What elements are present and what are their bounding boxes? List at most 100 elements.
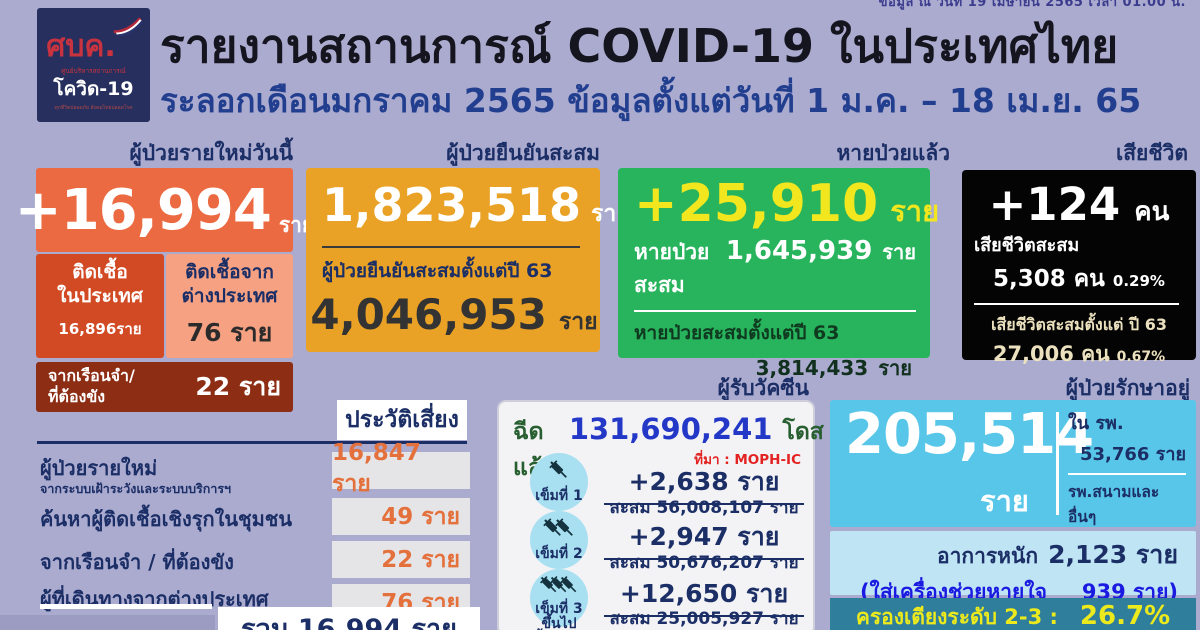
abroad-label-1: ติดเชื้อจาก (185, 261, 274, 283)
recovered-header: หายป่วยแล้ว (836, 141, 950, 165)
new-cases-value: +16,994 (14, 177, 272, 243)
recovered-value: +25,910 (634, 174, 879, 234)
vaccine-source: ที่มา : MOPH-IC (694, 452, 801, 468)
vaccine-header: ผู้รับวัคซีน (717, 376, 809, 400)
new-cases-card: +16,994 ราย (15, 168, 314, 252)
divider (974, 303, 1179, 305)
dose3-cum-value: สะสม 25,005,927 ราย (609, 609, 799, 629)
bed-occupancy-bar: ครองเตียงระดับ 2-3 : 26.7% (830, 598, 1196, 630)
treating-unit: ราย (980, 484, 1029, 518)
recovered-cum-label: หายป่วยสะสม (634, 240, 710, 297)
dose1-syringe-icon: เข็มที่ 1 (530, 453, 588, 511)
logo-org: ศูนย์บริหารสถานการณ์ (61, 67, 126, 75)
divider (1068, 473, 1186, 475)
deaths-since63-label: เสียชีวิตสะสมตั้งแต่ ปี 63 (991, 315, 1167, 334)
abroad-cases-box: ติดเชื้อจาก ต่างประเทศ 76 ราย (166, 254, 293, 358)
new-cases-header: ผู้ป่วยรายใหม่วันนี้ (129, 141, 293, 165)
vaccine-card: ฉีดแล้ว 131,690,241 โดส ที่มา : MOPH-IC … (497, 400, 824, 630)
dose1-label: เข็มที่ 1 (535, 488, 583, 504)
domestic-unit: ราย (116, 319, 142, 338)
dose3-label-2: ขึ้นไป (541, 615, 577, 630)
dose2-syringe-icon: เข็มที่ 2 (530, 511, 588, 569)
recovered-cum-value: 1,645,939 (725, 236, 873, 266)
page-subtitle: ระลอกเดือนมกราคม 2565 ข้อมูลตั้งแต่วันที… (160, 81, 1142, 120)
risk-row-value: 22 ราย (332, 541, 470, 578)
dose3-new-value: +12,650 ราย (604, 574, 804, 617)
cumulative-since63-label: ผู้ป่วยยืนยันสะสมตั้งแต่ปี 63 (322, 260, 553, 282)
prison-cases-box: จากเรือนจำ/ ที่ต้องขัง 22 ราย (36, 362, 293, 412)
logo-tagline: ทุกชีวิตปลอดภัย สังคมไทยปลอดโรค (54, 105, 133, 111)
recovered-card: +25,910 ราย หายป่วยสะสม 1,645,939 ราย หา… (618, 168, 939, 380)
deaths-unit: คน (1134, 197, 1170, 227)
logo-covid-label: โควิด-19 (53, 78, 134, 100)
domestic-value: 16,896 (58, 319, 117, 338)
recovered-cum-unit: ราย (882, 240, 916, 264)
hospital-label: ใน รพ. (1068, 413, 1124, 434)
divider (37, 441, 467, 444)
bed-occupancy-value: 26.7% (1079, 601, 1171, 630)
corner-note: ข้อมูล ณ วันที่ 19 เมษายน 2565 เวลา 01.0… (878, 0, 1186, 10)
thai-flag-ribbon-icon (112, 12, 143, 42)
abroad-label-2: ต่างประเทศ (181, 284, 278, 307)
domestic-label-1: ติดเชื้อ (72, 261, 128, 283)
treating-value: 205,514 (845, 402, 1094, 467)
deaths-card: +124 คน เสียชีวิตสะสม 5,308 คน 0.29% เสี… (962, 170, 1196, 366)
severe-label: อาการหนัก (936, 544, 1039, 568)
cumulative-since63-value: 4,046,953 (310, 290, 547, 339)
hospital-value: 53,766 ราย (1079, 444, 1186, 465)
bed-occupancy-label: ครองเตียงระดับ 2-3 : (855, 605, 1058, 629)
recovered-since63-unit: ราย (878, 356, 912, 380)
ccsa-logo: ศบค. ศูนย์บริหารสถานการณ์ โควิด-19 ทุกชี… (37, 8, 150, 122)
prison-value: 22 ราย (195, 372, 281, 401)
dose2-label: เข็มที่ 2 (535, 546, 583, 562)
domestic-cases-box: ติดเชื้อ ในประเทศ 16,896ราย (36, 254, 164, 358)
risk-row-label: ผู้ป่วยรายใหม่ (40, 456, 158, 480)
dose2-new-value: +2,947 ราย (604, 517, 804, 560)
divider (40, 604, 212, 609)
logo-abbr: ศบค. (46, 29, 116, 64)
treating-card: 205,514 ราย ใน รพ. 53,766 ราย รพ.สนามและ… (830, 400, 1196, 578)
field-hospital-label: รพ.สนามและอื่นๆ (1068, 483, 1160, 526)
divider (634, 310, 916, 312)
prison-label-2: ที่ต้องขัง (48, 387, 106, 406)
dose2-cum-value: สะสม 50,676,207 ราย (609, 553, 799, 573)
severe-cases-box: อาการหนัก 2,123 ราย (ใส่เครื่องช่วยหายใจ… (830, 531, 1196, 604)
deaths-header: เสียชีวิต (1116, 141, 1188, 165)
severe-value: 2,123 ราย (1048, 540, 1178, 569)
cumulative-header: ผู้ป่วยยืนยันสะสม (446, 141, 600, 165)
vaccine-injected-unit: โดส (782, 419, 824, 445)
deaths-cum-pct: 0.29% (1112, 272, 1165, 290)
cumulative-value: 1,823,518 (322, 178, 581, 232)
cumulative-card: 1,823,518 ราย ผู้ป่วยยืนยันสะสมตั้งแต่ปี… (306, 168, 630, 352)
divider (322, 246, 580, 248)
recovered-unit: ราย (890, 194, 940, 228)
cumulative-since63-unit: ราย (558, 309, 598, 335)
risk-row-sublabel: จากระบบเฝ้าระวังและระบบบริการฯ (40, 481, 232, 496)
recovered-since63-label: หายป่วยสะสมตั้งแต่ปี 63 (634, 322, 840, 344)
treating-header: ผู้ป่วยรักษาอยู่ (1065, 376, 1190, 400)
risk-row-value: 16,847 ราย (332, 440, 470, 497)
risk-row-label: จากเรือนจำ / ที่ต้องขัง (40, 550, 234, 574)
deaths-cum-value: 5,308 คน (993, 266, 1105, 292)
recovered-since63-value: 3,814,433 (755, 356, 869, 380)
deaths-since63-pct: 0.67% (1116, 349, 1166, 365)
domestic-label-2: ในประเทศ (57, 284, 143, 307)
risk-row-value: 49 ราย (332, 498, 470, 535)
risk-row-label: ค้นหาผู้ติดเชื้อเชิงรุกในชุมชน (40, 507, 293, 531)
deaths-cum-label: เสียชีวิตสะสม (974, 235, 1080, 256)
risk-total: รวม 16,994 ราย (218, 607, 480, 630)
cropped-section-stub (0, 615, 215, 630)
dose3-label: เข็มที่ 3 (535, 601, 583, 617)
divider (1056, 412, 1059, 515)
dose1-new-value: +2,638 ราย (604, 462, 804, 505)
dose1-cum-value: สะสม 56,008,107 ราย (609, 498, 799, 518)
vaccine-footnote: ข้อมูล 28 ก.พ. 2564 - 17 เม.ย. 2565 (499, 624, 813, 630)
risk-history-title: ประวัติเสี่ยง (337, 400, 467, 440)
deaths-since63-value: 27,006 คน (992, 342, 1110, 366)
abroad-value: 76 ราย (186, 317, 273, 347)
dose3-syringe-icon: เข็มที่ 3 ขึ้นไป (530, 569, 588, 630)
vaccine-injected-value: 131,690,241 (568, 412, 773, 446)
prison-label-1: จากเรือนจำ/ (48, 366, 135, 386)
page-title: รายงานสถานการณ์ COVID-19 ในประเทศไทย (160, 19, 1119, 73)
